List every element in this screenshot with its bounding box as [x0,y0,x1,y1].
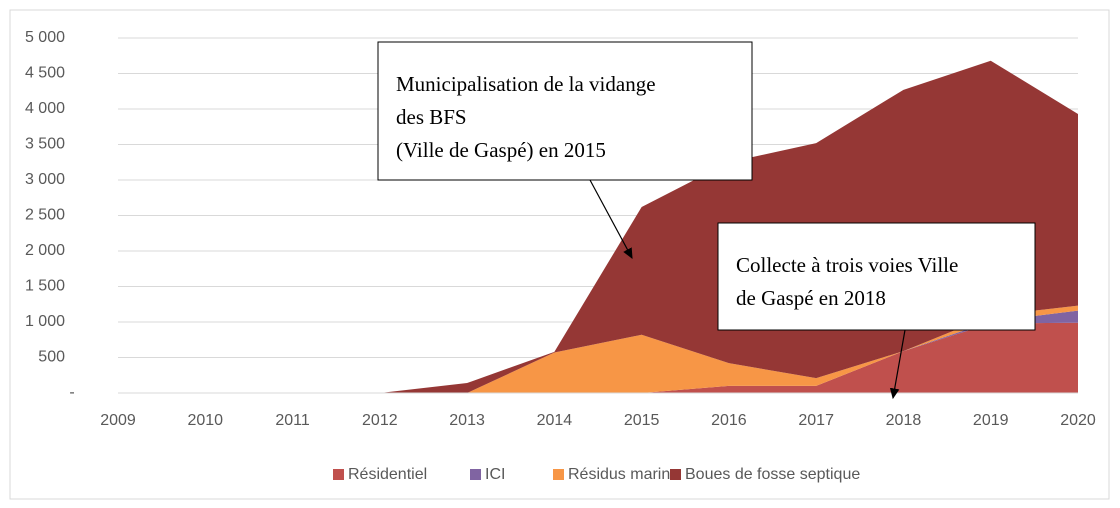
x-tick-label: 2016 [711,412,747,429]
x-tick-label: 2013 [449,412,485,429]
annotation-text: Collecte à trois voies Ville [736,253,958,277]
annotation-text: (Ville de Gaspé) en 2015 [396,138,606,162]
y-tick-label: 4 000 [25,100,65,117]
x-tick-label: 2018 [886,412,922,429]
legend-swatch [333,469,344,480]
x-tick-label: 2019 [973,412,1009,429]
annotation-box [717,222,1036,331]
y-tick-label: 3 500 [25,136,65,153]
y-tick-label: 2 500 [25,207,65,224]
x-tick-label: 2012 [362,412,398,429]
y-tick-label: - [69,384,74,401]
annotation-box [377,41,753,181]
x-tick-label: 2015 [624,412,660,429]
legend-swatch [470,469,481,480]
x-tick-label: 2011 [275,412,310,429]
y-tick-label: 4 500 [25,65,65,82]
y-tick-label: 1 000 [25,313,65,330]
legend-label: Boues de fosse septique [685,466,860,483]
legend-label: Résidus marins [568,466,678,483]
legend-swatch [553,469,564,480]
annotation-text: de Gaspé en 2018 [736,286,886,310]
y-tick-label: 5 000 [25,29,65,46]
y-tick-label: 3 000 [25,171,65,188]
area [118,305,1078,393]
x-tick-label: 2010 [187,412,223,429]
legend-label: Résidentiel [348,466,427,483]
y-tick-label: 500 [38,349,65,366]
y-tick-label: 2 000 [25,242,65,259]
x-tick-label: 2020 [1060,412,1096,429]
x-tick-label: 2017 [798,412,834,429]
y-tick-label: 1 500 [25,278,65,295]
legend-label: ICI [485,466,505,483]
annotation-text: des BFS [396,105,467,129]
annotation-text: Municipalisation de la vidange [396,72,656,96]
x-tick-label: 2014 [537,412,573,429]
x-tick-label: 2009 [100,412,136,429]
legend-swatch [670,469,681,480]
annotation-arrow [589,179,633,260]
annotation-arrow [889,329,906,400]
